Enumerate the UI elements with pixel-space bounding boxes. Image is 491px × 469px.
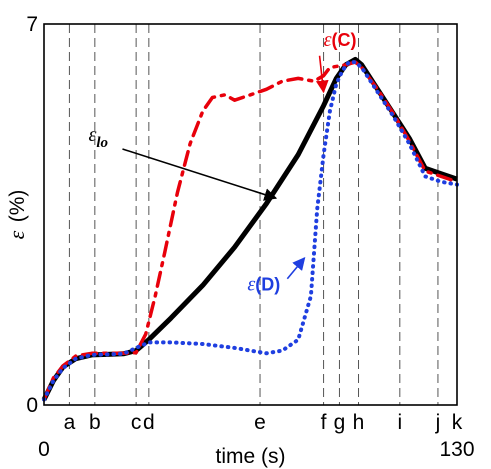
event-marker-label-i: i xyxy=(397,411,402,434)
event-markers-layer xyxy=(68,24,439,405)
y-axis-title: ε (%) xyxy=(4,190,29,240)
event-marker-label-e: e xyxy=(254,411,266,434)
event-marker-label-a: a xyxy=(64,411,76,434)
tick-labels-layer: a b c d e f g h i j k 0 130 0 7 xyxy=(26,13,474,461)
x-tick-label-130: 130 xyxy=(439,438,474,461)
y-axis-symbol: ε xyxy=(4,230,29,239)
event-marker-label-f: f xyxy=(321,411,327,434)
annotation-symbol-2: ε xyxy=(247,274,255,296)
annotation-label-0: εlo xyxy=(88,124,108,151)
x-axis-title: time (s) xyxy=(216,445,286,468)
event-marker-label-h: h xyxy=(353,411,365,434)
annotation-symbol-1: ε xyxy=(324,29,332,51)
plot-frame xyxy=(43,23,458,406)
event-marker-label-d: d xyxy=(143,411,155,434)
series-layer xyxy=(41,56,459,402)
annotation-arrow-0 xyxy=(122,148,278,201)
annotation-label-1: ε(C) xyxy=(324,29,357,51)
annotation-arrow-2 xyxy=(286,257,306,280)
annotation-symbol-0: ε xyxy=(88,124,96,146)
annotation-label-2: ε(D) xyxy=(247,274,280,296)
annotation-text-1: (C) xyxy=(331,30,356,50)
annotation-text-2: (D) xyxy=(255,275,280,295)
y-tick-label-0: 0 xyxy=(26,394,38,417)
event-marker-label-c: c xyxy=(131,411,142,434)
y-axis-unit: (%) xyxy=(6,190,29,223)
y-tick-label-7: 7 xyxy=(26,13,38,36)
event-marker-label-g: g xyxy=(334,411,346,434)
series-line-eps-d xyxy=(42,60,459,402)
event-marker-label-k: k xyxy=(452,411,463,434)
axis-titles-layer: time (s) ε (%) xyxy=(4,190,286,468)
x-tick-label-0: 0 xyxy=(38,438,50,461)
event-marker-label-j: j xyxy=(435,411,441,434)
series-line-eps-lo xyxy=(41,56,458,401)
event-marker-label-b: b xyxy=(89,411,101,434)
annotation-subscript-0: lo xyxy=(96,135,108,151)
annotation-arrow-1 xyxy=(315,55,329,94)
